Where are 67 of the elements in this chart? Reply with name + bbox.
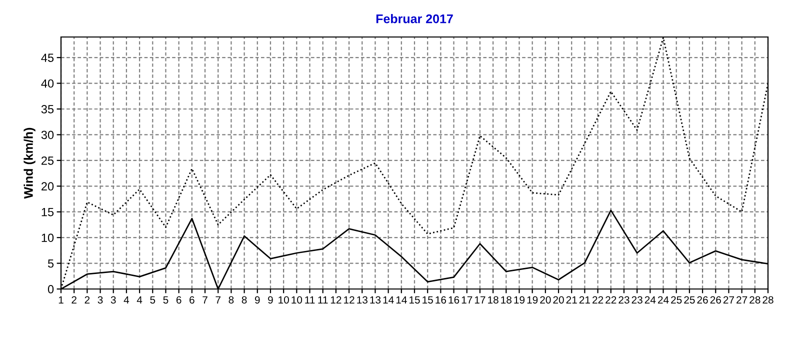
x-tick-label: 4	[124, 296, 130, 304]
x-tick-label: 15	[422, 296, 433, 304]
x-tick-label: 20	[553, 296, 564, 304]
y-tick-label: 0	[48, 285, 54, 294]
x-tick-label: 8	[228, 296, 234, 304]
x-tick-label: 2	[84, 296, 90, 304]
x-tick-label: 11	[305, 296, 315, 304]
x-tick-label: 28	[762, 296, 774, 304]
x-tick-label: 13	[370, 296, 381, 304]
x-tick-label: 5	[163, 296, 168, 304]
x-tick-label: 21	[579, 296, 590, 304]
y-tick-label: 30	[41, 130, 54, 140]
x-tick-label: 22	[592, 296, 604, 304]
x-tick-label: 3	[110, 296, 116, 304]
x-tick-label: 26	[710, 296, 721, 304]
x-tick-label: 5	[150, 296, 156, 304]
y-tick-label: 45	[41, 54, 54, 62]
x-tick-label: 9	[254, 296, 260, 304]
x-tick-label: 7	[216, 296, 220, 304]
x-tick-label: 24	[644, 296, 656, 304]
y-tick-label: 25	[42, 156, 54, 165]
x-tick-label: 18	[488, 296, 498, 304]
x-tick-label: 8	[242, 296, 247, 304]
y-tick-label: 40	[41, 79, 54, 88]
x-tick-label: 2	[72, 296, 76, 304]
x-tick-label: 6	[190, 296, 194, 304]
x-tick-label: 22	[606, 296, 616, 304]
x-tick-label: 17	[462, 296, 472, 304]
x-tick-label: 14	[383, 296, 394, 304]
y-tick-label: 10	[42, 234, 54, 242]
x-tick-label: 7	[202, 296, 208, 304]
x-tick-label: 19	[527, 296, 538, 304]
y-tick-label: 20	[42, 182, 54, 191]
x-tick-label: 4	[136, 296, 142, 304]
y-axis-title: Wind (km/h)	[24, 128, 36, 199]
x-tick-label: 12	[344, 296, 354, 304]
x-tick-label: 16	[448, 296, 460, 304]
x-tick-label: 20	[540, 296, 551, 304]
x-tick-label: 28	[750, 296, 760, 304]
x-tick-label: 23	[618, 296, 630, 304]
x-tick-label: 14	[396, 296, 407, 304]
x-tick-label: 10	[292, 296, 302, 304]
x-tick-label: 1	[58, 296, 64, 304]
x-tick-label: 11	[318, 296, 328, 304]
x-tick-label: 25	[684, 296, 695, 304]
x-tick-label: 19	[514, 296, 525, 304]
x-tick-label: 15	[410, 296, 420, 304]
y-tick-label: 35	[41, 105, 54, 114]
x-tick-label: 27	[723, 296, 734, 304]
x-tick-label: 10	[278, 296, 289, 304]
x-tick-label: 27	[736, 296, 748, 304]
y-tick-label: 5	[48, 259, 54, 268]
x-tick-label: 9	[268, 296, 273, 304]
x-tick-label: 12	[330, 296, 342, 304]
x-tick-label: 16	[436, 296, 446, 304]
x-tick-label: 26	[697, 296, 708, 304]
y-tick-label: 15	[42, 208, 54, 216]
x-tick-label: 23	[632, 296, 642, 304]
x-tick-label: 25	[671, 296, 682, 304]
x-tick-label: 17	[474, 296, 486, 304]
x-tick-label: 18	[501, 296, 512, 304]
x-tick-label: 6	[176, 296, 182, 304]
x-tick-label: 24	[658, 296, 669, 304]
x-tick-label: 13	[357, 296, 368, 304]
x-tick-label: 3	[98, 296, 103, 304]
chart-title: Februar 2017	[376, 14, 453, 24]
x-tick-label: 21	[566, 296, 577, 304]
